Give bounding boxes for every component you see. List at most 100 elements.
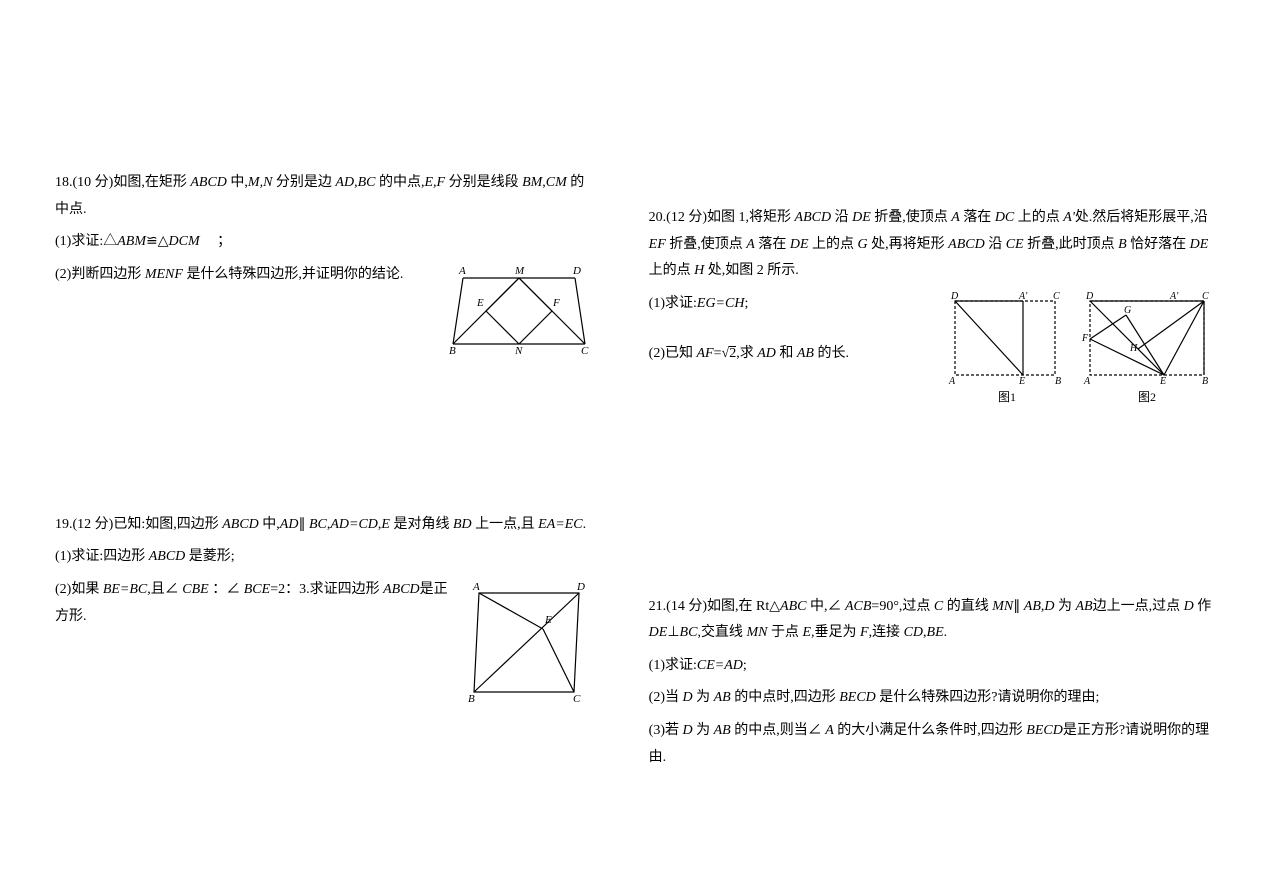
t: ABCD: [948, 237, 985, 252]
t: D: [683, 690, 693, 705]
t: 的中点,则当: [734, 723, 808, 738]
t: 是对角线: [393, 517, 449, 532]
t: AB: [714, 723, 731, 738]
t: DE: [649, 625, 668, 640]
t: (2)如果: [55, 582, 99, 597]
t: ;: [743, 658, 747, 673]
t: E,F: [424, 175, 445, 190]
svg-text:B: B: [1202, 376, 1208, 386]
t: EF: [649, 237, 666, 252]
problem-18-stem: 18.(10 分)如图,在矩形 ABCD 中,M,N 分别是边 AD,BC 的中…: [55, 170, 589, 223]
t: 恰好落在: [1130, 237, 1186, 252]
t: 处,再将矩形: [871, 237, 945, 252]
t: 上的点: [1018, 210, 1060, 225]
svg-text:F: F: [1082, 333, 1089, 344]
left-column: 18.(10 分)如图,在矩形 ABCD 中,M,N 分别是边 AD,BC 的中…: [55, 170, 589, 852]
t: ∠: [226, 582, 240, 597]
t: E: [802, 625, 811, 640]
t: BECD: [1026, 723, 1063, 738]
t: 落在: [758, 237, 786, 252]
t: MN: [746, 625, 767, 640]
t: A: [825, 723, 834, 738]
t: DCM: [169, 234, 200, 249]
p18-figure: A M D B N C E F: [449, 262, 589, 357]
t: 落在: [963, 210, 991, 225]
t: AD=CD: [330, 517, 378, 532]
t: 处,如图 2 所示.: [708, 263, 799, 278]
problem-18: 18.(10 分)如图,在矩形 ABCD 中,M,N 分别是边 AD,BC 的中…: [55, 170, 589, 357]
p18-part2-text: (2)判断四边形 MENF 是什么特殊四边形,并证明你的结论.: [55, 262, 439, 289]
t: 20: [649, 210, 663, 225]
t: H: [694, 263, 704, 278]
t: =90°,过点: [871, 599, 930, 614]
t: 折叠,使顶点: [669, 237, 743, 252]
t: 于点: [771, 625, 799, 640]
t: BECD: [839, 690, 876, 705]
svg-text:E: E: [476, 297, 484, 309]
t: ∠: [808, 723, 822, 738]
t: AD: [280, 517, 299, 532]
p20-fig1-wrap: D A' C A E B 图1: [947, 291, 1067, 409]
t: 2: [729, 346, 736, 361]
svg-text:F: F: [552, 297, 560, 309]
t: CE=AD: [697, 658, 743, 673]
p20-fig2-wrap: D A' C A E B F G H 图2: [1082, 291, 1212, 409]
t: BM: [522, 175, 542, 190]
t: D: [683, 723, 693, 738]
svg-text:D: D: [572, 265, 581, 277]
t: ABC: [780, 599, 806, 614]
t: ABCD: [149, 549, 186, 564]
p21-part2: (2)当 D 为 AB 的中点时,四边形 BECD 是什么特殊四边形?请说明你的…: [649, 685, 1212, 712]
p21-points: 14: [671, 599, 685, 614]
t: D: [1044, 599, 1054, 614]
t: ⊥: [667, 625, 679, 640]
t: 为: [696, 723, 710, 738]
t: 为: [1058, 599, 1072, 614]
p21-part3: (3)若 D 为 AB 的中点,则当∠ A 的大小满足什么条件时,四边形 BEC…: [649, 718, 1212, 771]
p19-figure: A D B C E: [459, 577, 589, 707]
t: B: [1118, 237, 1127, 252]
t: A: [746, 237, 755, 252]
svg-text:A: A: [948, 376, 956, 386]
p20-figures: D A' C A E B 图1: [947, 291, 1212, 409]
svg-text:E: E: [1018, 376, 1025, 386]
t: AD: [757, 346, 776, 361]
t: CE: [1006, 237, 1024, 252]
svg-text:E: E: [544, 614, 552, 626]
t: 中,: [810, 599, 828, 614]
t: (2)当: [649, 690, 679, 705]
t: ABCD: [190, 175, 227, 190]
p20-part2: (2)已知 AF=√2,求 AD 和 AB 的长.: [649, 341, 937, 368]
svg-text:D: D: [950, 291, 959, 302]
t: 沿: [988, 237, 1002, 252]
svg-text:C: C: [573, 693, 581, 705]
t: 21: [649, 599, 663, 614]
t: ∠: [827, 599, 841, 614]
t: 分别是边: [276, 175, 332, 190]
t: 如图 1,将矩形: [707, 210, 791, 225]
p20-fig2-svg: D A' C A E B F G H: [1082, 291, 1212, 386]
svg-text:E: E: [1159, 376, 1166, 386]
svg-text:M: M: [514, 265, 525, 277]
t: 的中点时,四边形: [734, 690, 836, 705]
problem-20: 20.(12 分)如图 1,将矩形 ABCD 沿 DE 折叠,使顶点 A 落在 …: [649, 205, 1212, 409]
t: DC: [995, 210, 1014, 225]
t: ,垂足为: [811, 625, 857, 640]
svg-text:N: N: [514, 345, 523, 357]
p18-svg: A M D B N C E F: [449, 262, 589, 357]
t: EG=CH: [697, 296, 745, 311]
t: BCE: [244, 582, 270, 597]
svg-text:A: A: [472, 581, 480, 593]
t: EA=EC: [538, 517, 582, 532]
svg-text:G: G: [1124, 305, 1131, 316]
t: ACB: [845, 599, 871, 614]
t: 的长.: [817, 346, 849, 361]
t: BC: [680, 625, 698, 640]
t: ABCD: [795, 210, 832, 225]
t: 的大小满足什么条件时,四边形: [837, 723, 1023, 738]
t: CM: [546, 175, 567, 190]
t: M,N: [248, 175, 273, 190]
t: .: [944, 625, 948, 640]
t: CD: [904, 625, 923, 640]
t: ABCD: [383, 582, 420, 597]
